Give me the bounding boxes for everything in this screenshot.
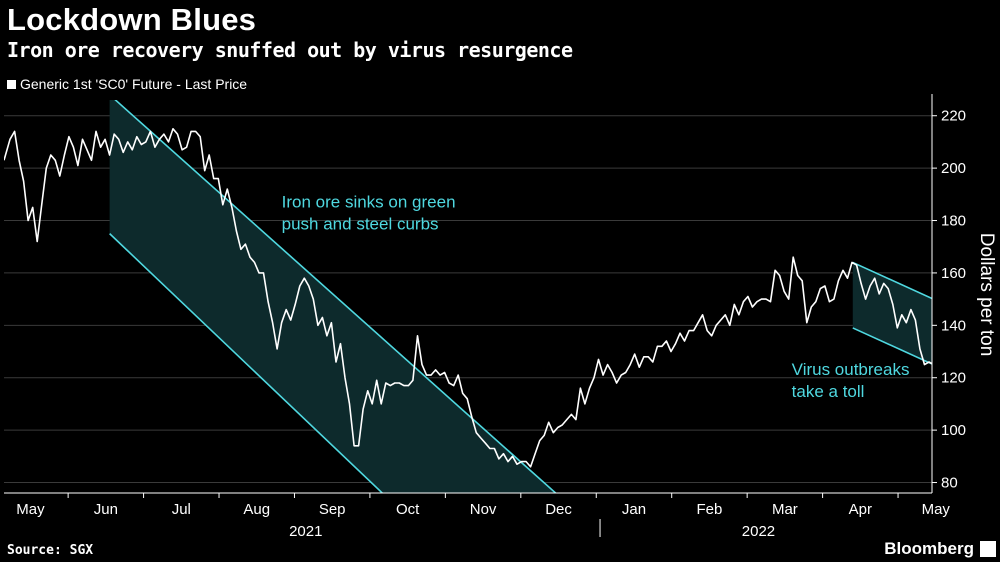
- year-label-2022: 2022: [742, 523, 775, 540]
- y-tick-label-100: 100: [941, 422, 966, 439]
- legend: Generic 1st 'SC0' Future - Last Price: [7, 76, 247, 92]
- y-tick-label-120: 120: [941, 370, 966, 387]
- chart-subtitle: Iron ore recovery snuffed out by virus r…: [7, 38, 573, 62]
- series-line-0: [4, 128, 932, 468]
- annotation-0-line-1: push and steel curbs: [282, 214, 439, 233]
- y-tick-label-180: 180: [941, 213, 966, 230]
- annotation-1-line-0: Virus outbreaks: [792, 360, 910, 379]
- chart-title: Lockdown Blues: [7, 2, 257, 37]
- year-label-2021: 2021: [289, 523, 322, 540]
- x-tick-label-7: Dec: [545, 501, 572, 518]
- x-tick-label-12: May: [922, 501, 951, 518]
- x-tick-label-11: Apr: [849, 501, 872, 518]
- y-tick-label-140: 140: [941, 317, 966, 334]
- down-channel-2022-band: [852, 262, 932, 364]
- y-tick-label-80: 80: [941, 475, 958, 492]
- legend-label: Generic 1st 'SC0' Future - Last Price: [20, 76, 248, 92]
- x-tick-label-10: Mar: [772, 501, 798, 518]
- x-tick-label-4: Sep: [319, 501, 346, 518]
- x-tick-label-6: Nov: [470, 501, 497, 518]
- legend-swatch: [7, 79, 16, 89]
- x-tick-label-5: Oct: [396, 501, 420, 518]
- annotation-0-line-0: Iron ore sinks on green: [282, 192, 456, 211]
- down-channel-2022-lower-edge: [852, 327, 932, 365]
- x-tick-label-3: Aug: [243, 501, 270, 518]
- brand-mark-icon: [980, 541, 996, 557]
- y-tick-label-200: 200: [941, 160, 966, 177]
- annotation-1-line-1: take a toll: [792, 382, 865, 401]
- y-tick-label-220: 220: [941, 108, 966, 125]
- down-channel-2021-upper-edge: [114, 100, 557, 493]
- down-channel-2021-lower-edge: [109, 233, 384, 493]
- y-tick-label-160: 160: [941, 265, 966, 282]
- x-tick-label-0: May: [16, 501, 45, 518]
- x-tick-label-9: Feb: [697, 501, 723, 518]
- brand-logo-text: Bloomberg: [884, 539, 974, 558]
- source-note: Source: SGX: [7, 543, 94, 558]
- y-axis-title: Dollars per ton: [976, 233, 997, 357]
- x-tick-label-1: Jun: [94, 501, 118, 518]
- down-channel-2022-upper-edge: [852, 261, 932, 300]
- x-tick-label-8: Jan: [622, 501, 646, 518]
- x-tick-label-2: Jul: [172, 501, 191, 518]
